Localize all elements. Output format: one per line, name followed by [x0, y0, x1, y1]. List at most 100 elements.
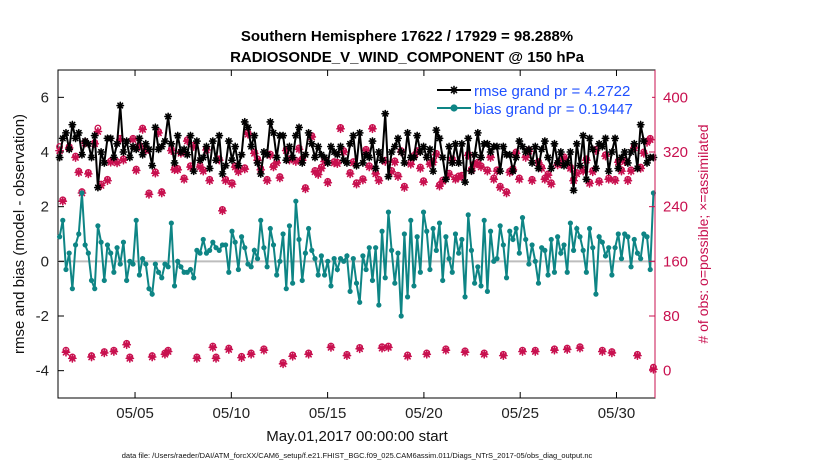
rmse-point: [282, 156, 291, 165]
rmse-point: [199, 153, 208, 162]
obs-assimilated-point: [530, 347, 540, 356]
rmse-point: [106, 134, 115, 143]
bias-point: [232, 239, 238, 245]
bias-point: [155, 269, 162, 275]
legend-rmse-star: [449, 85, 459, 95]
bias-point: [487, 228, 494, 234]
obs-assimilated-point: [179, 174, 189, 184]
rmse-point: [508, 167, 517, 176]
rmse-point: [601, 134, 610, 143]
rmse-point: [521, 148, 530, 156]
obs-assimilated-point: [645, 135, 655, 145]
rmse-point: [87, 153, 96, 162]
rmse-point: [403, 128, 412, 137]
rmse-point: [505, 150, 514, 159]
obs-assimilated-point: [109, 347, 119, 356]
obs-assimilated-point: [99, 348, 109, 358]
rmse-point: [575, 161, 584, 170]
bias-point: [235, 266, 241, 273]
obs-assimilated-point: [58, 196, 68, 206]
rmse-point: [413, 131, 422, 140]
bias-point: [523, 236, 529, 243]
rmse-point: [623, 158, 632, 167]
rmse-point: [429, 167, 438, 176]
obs-assimilated-point: [67, 353, 77, 363]
bias-point: [376, 302, 382, 308]
bias-point: [114, 245, 120, 251]
bias-point: [88, 277, 95, 284]
bias-point: [481, 217, 487, 223]
rmse-point: [470, 150, 479, 159]
bias-point: [341, 258, 347, 264]
bias-point: [612, 245, 618, 251]
bias-point: [254, 256, 261, 262]
rmse-point: [295, 123, 304, 132]
rmse-point: [202, 142, 211, 151]
obs-assimilated-point: [313, 170, 323, 179]
rmse-point: [227, 156, 236, 165]
bias-point: [175, 258, 181, 264]
rmse-point: [186, 131, 195, 140]
rmse-point: [336, 142, 345, 151]
obs-assimilated-point: [262, 176, 272, 186]
rmse-point: [113, 139, 122, 148]
rmse-point: [100, 158, 109, 167]
obs-assimilated-point: [482, 166, 492, 176]
x-tick-label: 05/25: [501, 405, 539, 422]
obs-assimilated-point: [623, 176, 633, 186]
obs-assimilated-point: [119, 155, 128, 165]
bias-point: [309, 247, 315, 253]
rmse-point: [467, 167, 476, 176]
rmse-point: [371, 164, 380, 173]
rmse-point: [218, 169, 227, 178]
bias-point: [325, 258, 331, 264]
obs-assimilated-point: [390, 157, 400, 167]
bias-point: [124, 277, 130, 284]
obs-assimilated-point: [633, 351, 642, 361]
obs-assimilated-point: [393, 172, 403, 181]
rmse-point: [279, 131, 288, 140]
rmse-point: [253, 158, 262, 167]
rmse-point: [234, 161, 243, 170]
rmse-point: [445, 142, 454, 151]
bias-point: [555, 234, 561, 240]
rmse-point: [342, 158, 351, 167]
rmse-point: [71, 134, 80, 143]
rmse-point: [263, 150, 272, 159]
bias-point: [66, 250, 72, 256]
y-tick-label-left: -4: [36, 363, 49, 380]
legend-rmse-label: rmse grand pr = 4.2722: [474, 83, 630, 100]
bias-point: [414, 234, 420, 240]
rmse-point: [397, 148, 406, 156]
bias-point: [510, 236, 516, 243]
obs-assimilated-point: [74, 168, 84, 177]
bias-point: [187, 266, 194, 273]
rmse-point: [588, 145, 597, 154]
obs-assimilated-point: [323, 178, 333, 188]
rmse-point: [639, 137, 648, 146]
rmse-point: [215, 131, 224, 140]
bias-point: [382, 275, 388, 281]
obs-assimilated-point: [441, 345, 451, 355]
rmse-point: [515, 137, 524, 146]
rmse-point: [298, 158, 307, 167]
bias-point: [551, 269, 558, 275]
y-axis-label-right: # of obs: o=possible; ×=assimilated: [695, 124, 711, 343]
bias-point: [456, 250, 462, 256]
rmse-point: [250, 131, 259, 140]
bias-point: [459, 236, 465, 243]
rmse-point: [416, 148, 425, 156]
obs-assimilated-point: [332, 159, 342, 169]
bias-point: [331, 256, 337, 262]
obs-assimilated-point: [607, 348, 617, 358]
bias-point: [98, 239, 104, 245]
rmse-point: [499, 142, 508, 151]
rmse-point: [314, 142, 323, 151]
rmse-point: [212, 156, 221, 165]
obs-assimilated-point: [562, 345, 572, 354]
y-tick-label-right: 80: [663, 308, 680, 325]
rmse-point: [614, 164, 623, 173]
y-tick-label-right: 320: [663, 144, 688, 161]
rmse-point: [617, 153, 626, 162]
y-tick-label-left: 2: [41, 199, 49, 216]
